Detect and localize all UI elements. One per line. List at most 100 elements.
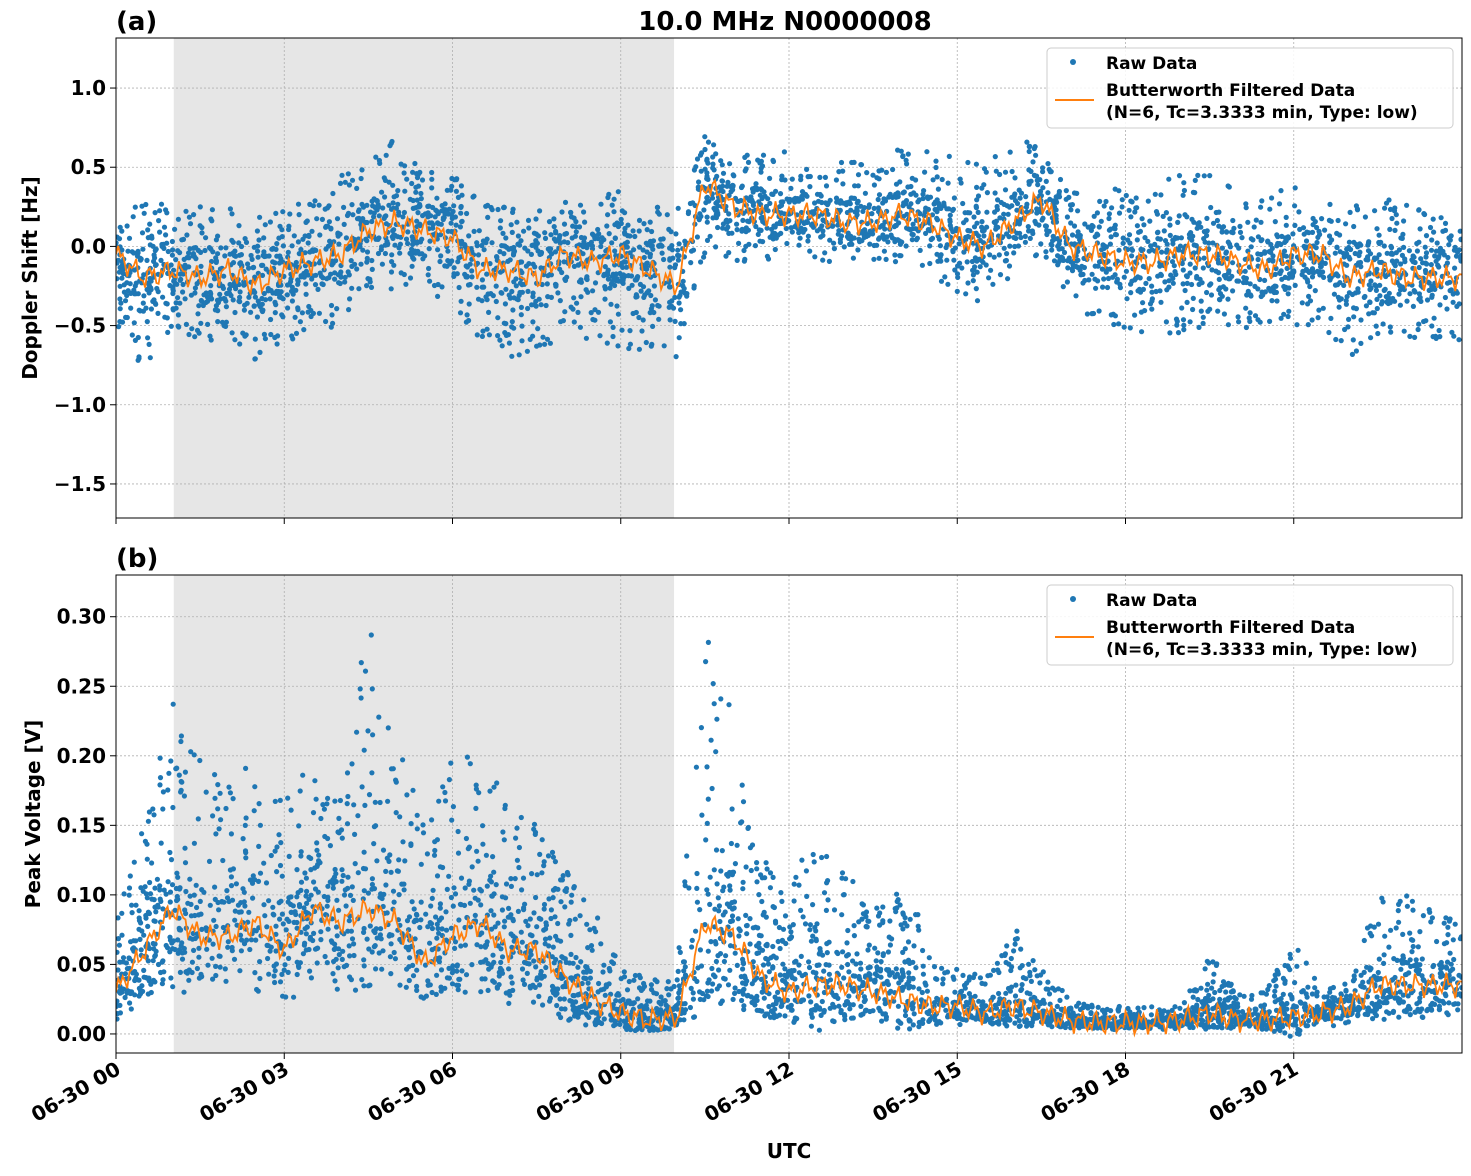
raw-data-point (1189, 238, 1194, 243)
raw-data-point (823, 175, 828, 180)
raw-data-point (927, 955, 932, 960)
raw-data-point (347, 918, 352, 923)
raw-data-point (707, 977, 712, 982)
raw-data-point (1011, 250, 1016, 255)
raw-data-point (1182, 212, 1187, 217)
raw-data-point (229, 283, 234, 288)
y-tick-label: −1.0 (54, 393, 106, 417)
raw-data-point (498, 960, 503, 965)
raw-data-point (1076, 229, 1081, 234)
raw-data-point (699, 725, 704, 730)
raw-data-point (182, 263, 187, 268)
raw-data-point (232, 337, 237, 342)
raw-data-point (1424, 233, 1429, 238)
raw-data-point (1012, 175, 1017, 180)
raw-data-point (982, 228, 987, 233)
raw-data-point (982, 166, 987, 171)
raw-data-point (1070, 232, 1075, 237)
raw-data-point (920, 263, 925, 268)
raw-data-point (264, 267, 269, 272)
raw-data-point (118, 225, 123, 230)
raw-data-point (545, 281, 550, 286)
raw-data-point (936, 187, 941, 192)
raw-data-point (253, 337, 258, 342)
raw-data-point (563, 200, 568, 205)
raw-data-point (877, 192, 882, 197)
raw-data-point (237, 295, 242, 300)
raw-data-point (1394, 925, 1399, 930)
raw-data-point (146, 819, 151, 824)
raw-data-point (660, 251, 665, 256)
raw-data-point (525, 306, 530, 311)
raw-data-point (183, 860, 188, 865)
raw-data-point (872, 206, 877, 211)
raw-data-point (946, 206, 951, 211)
raw-data-point (1284, 223, 1289, 228)
raw-data-point (727, 883, 732, 888)
raw-data-point (1011, 948, 1016, 953)
raw-data-point (309, 229, 314, 234)
raw-data-point (644, 340, 649, 345)
raw-data-point (548, 996, 553, 1001)
raw-data-point (894, 892, 899, 897)
raw-data-point (716, 895, 721, 900)
raw-data-point (484, 272, 489, 277)
raw-data-point (537, 208, 542, 213)
raw-data-point (1314, 225, 1319, 230)
raw-data-point (205, 299, 210, 304)
raw-data-point (712, 867, 717, 872)
raw-data-point (1354, 306, 1359, 311)
raw-data-point (1023, 240, 1028, 245)
raw-data-point (1423, 254, 1428, 259)
raw-data-point (655, 303, 660, 308)
raw-data-point (955, 289, 960, 294)
raw-data-point (706, 797, 711, 802)
raw-data-point (285, 282, 290, 287)
raw-data-point (607, 231, 612, 236)
raw-data-point (459, 968, 464, 973)
raw-data-point (574, 229, 579, 234)
raw-data-point (1183, 288, 1188, 293)
raw-data-point (1432, 316, 1437, 321)
raw-data-point (260, 302, 265, 307)
raw-data-point (1230, 218, 1235, 223)
raw-data-point (805, 238, 810, 243)
raw-data-point (173, 281, 178, 286)
raw-data-point (917, 197, 922, 202)
raw-data-point (635, 996, 640, 1001)
raw-data-point (841, 975, 846, 980)
raw-data-point (1135, 274, 1140, 279)
raw-data-point (410, 170, 415, 175)
raw-data-point (500, 343, 505, 348)
raw-data-point (1314, 993, 1319, 998)
raw-data-point (766, 256, 771, 261)
raw-data-point (790, 177, 795, 182)
raw-data-point (509, 324, 514, 329)
raw-data-point (753, 181, 758, 186)
raw-data-point (208, 290, 213, 295)
raw-data-point (1195, 226, 1200, 231)
raw-data-point (302, 941, 307, 946)
raw-data-point (397, 251, 402, 256)
raw-data-point (798, 236, 803, 241)
raw-data-point (609, 240, 614, 245)
raw-data-point (145, 857, 150, 862)
raw-data-point (411, 257, 416, 262)
raw-data-point (125, 315, 130, 320)
raw-data-point (637, 218, 642, 223)
raw-data-point (957, 241, 962, 246)
raw-data-point (559, 209, 564, 214)
raw-data-point (697, 211, 702, 216)
raw-data-point (1260, 292, 1265, 297)
raw-data-point (116, 936, 121, 941)
y-tick-label: 0.00 (57, 1022, 106, 1046)
raw-data-point (430, 226, 435, 231)
raw-data-point (344, 903, 349, 908)
raw-data-point (1045, 161, 1050, 166)
y-tick-label: 0.05 (57, 952, 106, 976)
raw-data-point (476, 297, 481, 302)
raw-data-point (1111, 322, 1116, 327)
raw-data-point (605, 341, 610, 346)
raw-data-point (703, 659, 708, 664)
